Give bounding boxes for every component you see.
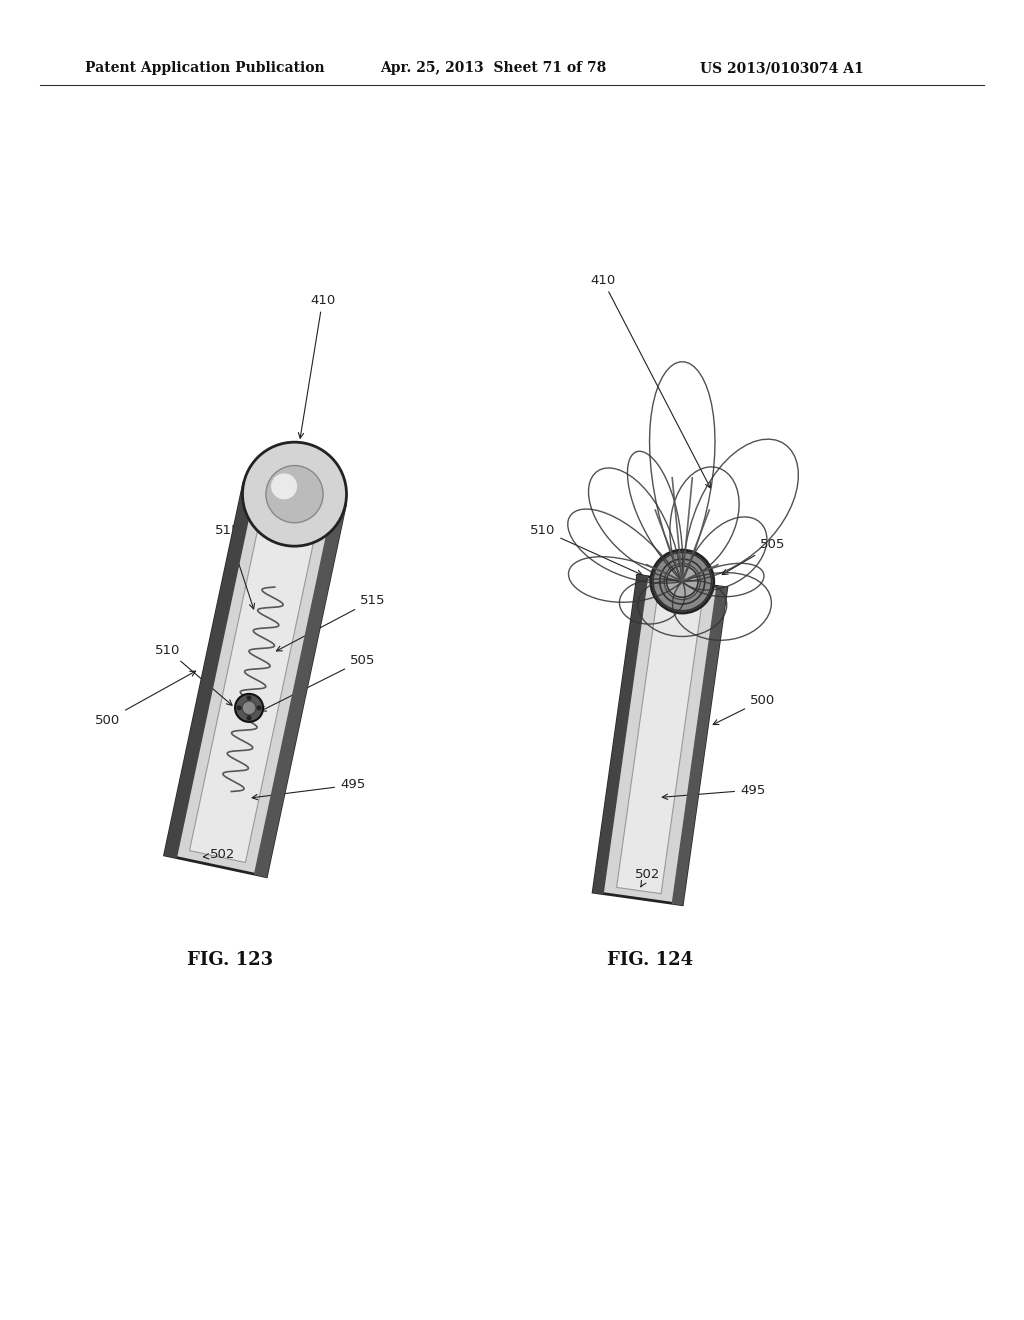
Text: Patent Application Publication: Patent Application Publication	[85, 61, 325, 75]
Polygon shape	[165, 483, 255, 858]
Circle shape	[257, 705, 261, 710]
Text: 510: 510	[530, 524, 642, 576]
Polygon shape	[616, 602, 701, 894]
Circle shape	[271, 474, 297, 499]
Polygon shape	[593, 576, 647, 894]
Circle shape	[266, 466, 324, 523]
Circle shape	[247, 715, 252, 721]
Text: 515: 515	[215, 524, 255, 609]
Text: 500: 500	[95, 671, 196, 726]
Polygon shape	[673, 586, 727, 904]
Text: 500: 500	[713, 693, 775, 725]
Polygon shape	[593, 576, 727, 904]
Text: 495: 495	[663, 784, 765, 800]
Circle shape	[247, 696, 252, 701]
Text: 502: 502	[635, 869, 660, 887]
Text: 515: 515	[276, 594, 385, 651]
Text: 505: 505	[722, 539, 785, 574]
Text: 410: 410	[590, 273, 711, 488]
Circle shape	[236, 694, 263, 722]
Text: US 2013/0103074 A1: US 2013/0103074 A1	[700, 61, 864, 75]
Polygon shape	[189, 516, 316, 862]
Text: FIG. 124: FIG. 124	[607, 950, 693, 969]
Circle shape	[237, 705, 242, 710]
Text: 502: 502	[204, 849, 236, 862]
Circle shape	[243, 442, 346, 546]
Text: 410: 410	[298, 293, 335, 438]
Text: 495: 495	[252, 779, 366, 800]
Text: 505: 505	[261, 653, 376, 711]
Polygon shape	[165, 483, 345, 876]
Circle shape	[665, 564, 700, 599]
Circle shape	[242, 701, 256, 715]
Polygon shape	[255, 503, 345, 876]
Text: FIG. 123: FIG. 123	[187, 950, 273, 969]
Circle shape	[651, 550, 714, 612]
Text: Apr. 25, 2013  Sheet 71 of 78: Apr. 25, 2013 Sheet 71 of 78	[380, 61, 606, 75]
Text: 510: 510	[155, 644, 232, 705]
